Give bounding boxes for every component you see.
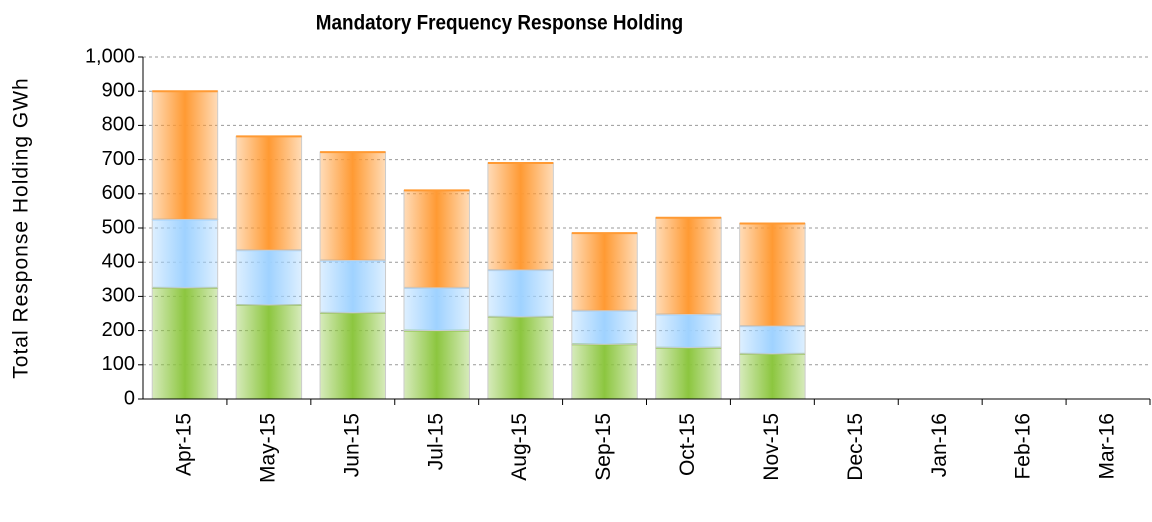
x-tick-label: Jun-15 bbox=[340, 413, 363, 477]
x-tick-label: Jul-15 bbox=[424, 413, 447, 470]
x-tick-label: Nov-15 bbox=[760, 413, 783, 481]
bar-segment bbox=[739, 325, 806, 355]
bar-segment bbox=[403, 287, 470, 332]
y-axis-label: Total Response Holding GWh bbox=[10, 77, 33, 378]
bar-segment bbox=[235, 304, 303, 400]
bar-segment bbox=[571, 310, 638, 345]
y-tick-label: 200 bbox=[102, 319, 135, 341]
bar-segment bbox=[739, 353, 806, 400]
bar-segment bbox=[655, 217, 722, 316]
y-tick-label: 300 bbox=[102, 285, 135, 307]
y-tick-label: 400 bbox=[102, 250, 135, 272]
x-tick-label: Mar-16 bbox=[1096, 413, 1119, 480]
bar-segment bbox=[571, 343, 638, 400]
bar-segment bbox=[739, 223, 806, 327]
bar-segment bbox=[235, 135, 303, 251]
bar-segment bbox=[151, 90, 219, 220]
bar-segment bbox=[487, 269, 554, 318]
y-tick-label: 800 bbox=[102, 114, 135, 136]
y-tick-label: 900 bbox=[102, 79, 135, 101]
bar-segment bbox=[655, 314, 722, 349]
chart-title: Mandatory Frequency Response Holding bbox=[316, 12, 683, 35]
x-tick-label: Sep-15 bbox=[592, 413, 615, 481]
bar-segment bbox=[487, 162, 554, 271]
y-tick-label: 1,000 bbox=[85, 45, 135, 67]
bar-segment bbox=[319, 312, 387, 400]
x-tick-label: Feb-16 bbox=[1012, 413, 1035, 480]
bar-segment bbox=[319, 259, 387, 314]
bar-segment bbox=[319, 151, 387, 261]
bar-segment bbox=[571, 232, 638, 312]
y-tick-label: 500 bbox=[102, 216, 135, 238]
bar-segment bbox=[403, 189, 470, 289]
bar-segment bbox=[151, 287, 219, 400]
x-tick-label: Apr-15 bbox=[173, 413, 196, 476]
bar-segment bbox=[403, 330, 470, 400]
bar-segment bbox=[151, 218, 219, 289]
bar-segment bbox=[655, 347, 722, 400]
y-tick-label: 100 bbox=[102, 353, 135, 375]
x-tick-label: Aug-15 bbox=[508, 413, 531, 481]
y-tick-label: 700 bbox=[102, 148, 135, 170]
bar-segment bbox=[235, 249, 303, 306]
x-tick-label: Jan-16 bbox=[928, 413, 951, 477]
x-tick-label: Dec-15 bbox=[844, 413, 867, 481]
x-tick-label: May-15 bbox=[256, 413, 279, 483]
y-tick-label: 600 bbox=[102, 182, 135, 204]
y-tick-label: 0 bbox=[124, 387, 135, 409]
bar-segment bbox=[487, 316, 554, 400]
x-tick-label: Oct-15 bbox=[676, 413, 699, 476]
